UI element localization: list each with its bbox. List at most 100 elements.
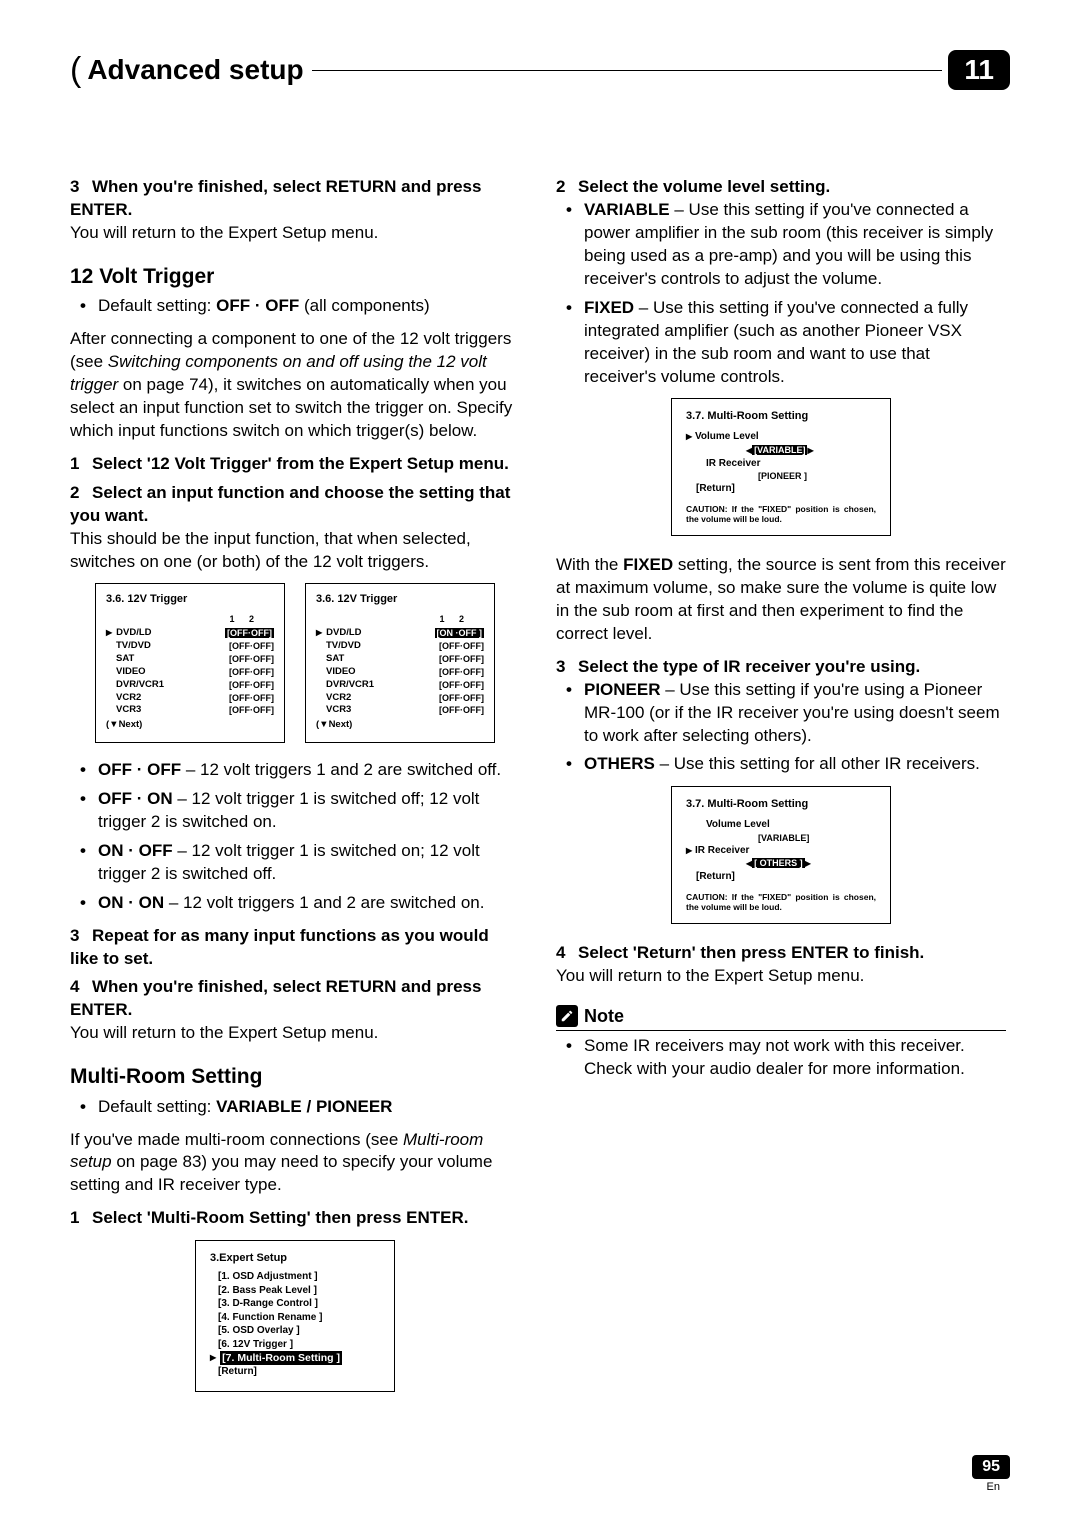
osd-input-name: VCR3 <box>116 704 141 717</box>
osd-input-name: VCR2 <box>116 692 141 705</box>
multiroom-default: Default setting: VARIABLE / PIONEER <box>98 1096 520 1119</box>
right-step4-body: You will return to the Expert Setup menu… <box>556 965 1006 988</box>
ir-option: OTHERS – Use this setting for all other … <box>584 753 1006 776</box>
osd-value: [OFF·OFF] <box>439 692 484 705</box>
multiroom-intro: If you've made multi-room connections (s… <box>70 1129 520 1198</box>
osd-input-name: DVD/LD <box>326 627 361 640</box>
menu-item: [3. D-Range Control ] <box>210 1297 380 1311</box>
trigger-option: ON · ON – 12 volt triggers 1 and 2 are s… <box>98 892 520 915</box>
right-column: 2Select the volume level setting. VARIAB… <box>556 170 1006 1410</box>
osd-row: VCR3 [OFF·OFF] <box>316 704 484 717</box>
triangle-icon: ▶ <box>106 628 112 639</box>
trigger-step4: 4When you're finished, select RETURN and… <box>70 976 520 1022</box>
fixed-note: With the FIXED setting, the source is se… <box>556 554 1006 646</box>
osd-row: TV/DVD [OFF·OFF] <box>106 640 274 653</box>
option-key: FIXED <box>584 298 634 317</box>
trigger-step1: 1Select '12 Volt Trigger' from the Exper… <box>70 453 520 476</box>
option-desc: – Use this setting if you've connected a… <box>584 298 968 386</box>
multiroom-heading: Multi-Room Setting <box>70 1063 520 1091</box>
chapter-badge: 11 <box>948 50 1010 90</box>
trigger-option: OFF · OFF – 12 volt triggers 1 and 2 are… <box>98 759 520 782</box>
triangle-icon: ▶ <box>686 432 692 441</box>
triangle-icon: ▶ <box>686 846 692 855</box>
menu-item: [5. OSD Overlay ] <box>210 1324 380 1338</box>
osd-input-name: DVR/VCR1 <box>326 679 374 692</box>
osd-input-name: SAT <box>116 653 134 666</box>
ir-options: PIONEER – Use this setting if you're usi… <box>556 679 1006 777</box>
option-key: OFF · ON <box>98 789 173 808</box>
osd-value: [ON ·OFF ] <box>435 627 485 640</box>
option-desc: – Use this setting for all other IR rece… <box>655 754 980 773</box>
option-key: OFF · OFF <box>98 760 181 779</box>
osd-value: [OFF·OFF] <box>229 692 274 705</box>
step-3-head: 3When you're finished, select RETURN and… <box>70 176 520 222</box>
volume-option: FIXED – Use this setting if you've conne… <box>584 297 1006 389</box>
osd-value: [OFF·OFF] <box>229 666 274 679</box>
osd-row: TV/DVD [OFF·OFF] <box>316 640 484 653</box>
osd-row: SAT[OFF·OFF] <box>316 653 484 666</box>
right-step3: 3Select the type of IR receiver you're u… <box>556 656 1006 679</box>
volume-options: VARIABLE – Use this setting if you've co… <box>556 199 1006 389</box>
option-key: ON · OFF <box>98 841 173 860</box>
osd-row: VIDEO[OFF·OFF] <box>316 666 484 679</box>
trigger-option: ON · OFF – 12 volt trigger 1 is switched… <box>98 840 520 886</box>
pencil-icon <box>556 1005 578 1027</box>
menu-item: [2. Bass Peak Level ] <box>210 1284 380 1298</box>
note-text: Some IR receivers may not work with this… <box>584 1035 1006 1081</box>
trigger-options: OFF · OFF – 12 volt triggers 1 and 2 are… <box>70 759 520 915</box>
option-key: OTHERS <box>584 754 655 773</box>
volume-option: VARIABLE – Use this setting if you've co… <box>584 199 1006 291</box>
osd-input-name: TV/DVD <box>116 640 151 653</box>
right-step2: 2Select the volume level setting. <box>556 176 1006 199</box>
menu-item: [6. 12V Trigger ] <box>210 1338 380 1352</box>
osd-value: [OFF·OFF] <box>439 653 484 666</box>
osd-input-name: DVR/VCR1 <box>116 679 164 692</box>
option-desc: – 12 volt triggers 1 and 2 are switched … <box>164 893 484 912</box>
step-3-body: You will return to the Expert Setup menu… <box>70 222 520 245</box>
arrow-right-icon: ▶ <box>807 446 813 455</box>
osd-input-name: VIDEO <box>326 666 356 679</box>
trigger-step4-body: You will return to the Expert Setup menu… <box>70 1022 520 1045</box>
osd-input-name: VCR2 <box>326 692 351 705</box>
trigger-step2-body: This should be the input function, that … <box>70 528 520 574</box>
page-lang: En <box>987 1481 1000 1493</box>
note-header: Note <box>556 1004 1006 1031</box>
osd-value: [OFF·OFF] <box>439 704 484 717</box>
menu-item: [1. OSD Adjustment ] <box>210 1270 380 1284</box>
trigger-default: Default setting: OFF · OFF (all componen… <box>98 295 520 318</box>
osd-value: [OFF·OFF] <box>229 640 274 653</box>
osd-input-name: VCR3 <box>326 704 351 717</box>
osd-value: [OFF·OFF] <box>229 679 274 692</box>
menu-item: [4. Function Rename ] <box>210 1311 380 1325</box>
left-column: 3When you're finished, select RETURN and… <box>70 170 520 1410</box>
page-header: ( Advanced setup 11 <box>70 50 1010 90</box>
trigger-option: OFF · ON – 12 volt trigger 1 is switched… <box>98 788 520 834</box>
osd-input-name: DVD/LD <box>116 627 151 640</box>
osd-trigger-pair: 3.6. 12V Trigger 1 2 ▶DVD/LD[OFF·OFF]TV/… <box>70 583 520 742</box>
triangle-icon: ▶ <box>210 1353 216 1364</box>
osd-multiroom-2: 3.7. Multi-Room Setting Volume Level [VA… <box>671 786 891 924</box>
osd-value: [OFF·OFF] <box>225 627 274 640</box>
osd-row: VCR2 [OFF·OFF] <box>106 692 274 705</box>
osd-multiroom-1: 3.7. Multi-Room Setting ▶ Volume Level ◀… <box>671 398 891 536</box>
osd-trigger-2: 3.6. 12V Trigger 1 2 ▶DVD/LD[ON ·OFF ]TV… <box>305 583 495 742</box>
osd-row: ▶ DVD/LD [OFF·OFF] <box>106 627 274 640</box>
trigger-step2: 2Select an input function and choose the… <box>70 482 520 528</box>
osd-row: DVR/VCR1 [OFF·OFF] <box>106 679 274 692</box>
option-desc: – 12 volt triggers 1 and 2 are switched … <box>181 760 501 779</box>
osd-row: VCR3[OFF·OFF] <box>106 704 274 717</box>
trigger-heading: 12 Volt Trigger <box>70 263 520 291</box>
osd-value: [OFF·OFF] <box>439 679 484 692</box>
osd-row: VCR2 [OFF·OFF] <box>316 692 484 705</box>
osd-value: [OFF·OFF] <box>439 640 484 653</box>
trigger-step3: 3Repeat for as many input functions as y… <box>70 925 520 971</box>
right-step4: 4Select 'Return' then press ENTER to fin… <box>556 942 1006 965</box>
header-paren-left: ( <box>70 51 81 90</box>
ir-option: PIONEER – Use this setting if you're usi… <box>584 679 1006 748</box>
option-key: ON · ON <box>98 893 164 912</box>
header-rule <box>312 70 943 71</box>
osd-input-name: TV/DVD <box>326 640 361 653</box>
osd-input-name: VIDEO <box>116 666 146 679</box>
multiroom-step1: 1Select 'Multi-Room Setting' then press … <box>70 1207 520 1230</box>
osd-row: SAT[OFF·OFF] <box>106 653 274 666</box>
